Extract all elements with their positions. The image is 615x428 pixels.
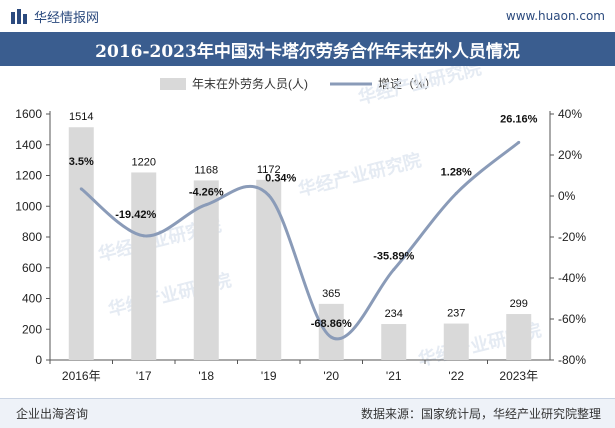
brand-logo-icon [11, 8, 27, 24]
footer-note: 企业出海咨询 [16, 407, 89, 421]
bar-value-label: 234 [385, 308, 403, 320]
watermark-text: 华经产业研究院 [356, 66, 484, 109]
growth-point [392, 268, 396, 272]
y-right-tick-label: -60% [558, 312, 586, 326]
combo-chart: 年末在外劳务人员(人) 增速（%）华经产业研究院华经产业研究院华经产业研究院华经产… [15, 66, 586, 383]
chart-title: 2016-2023年中国对卡塔尔劳务合作年末在外人员情况 [95, 41, 520, 62]
bar-value-label: 1220 [132, 156, 156, 168]
y-left-tick-label: 400 [22, 292, 42, 306]
brand[interactable]: 华经情报网 [10, 7, 99, 26]
growth-value-label: -4.26% [189, 187, 224, 199]
y-left-tick-label: 600 [22, 261, 42, 275]
site-url[interactable]: www.huaon.com [505, 9, 605, 23]
y-right-tick-label: -80% [558, 353, 586, 367]
growth-point [454, 191, 458, 195]
y-right-tick-label: -20% [558, 230, 586, 244]
x-tick-label: '20 [323, 369, 339, 383]
bar-value-label: 1172 [257, 164, 281, 176]
y-right-tick-label: -40% [558, 271, 586, 285]
growth-value-label: 1.28% [441, 166, 472, 178]
growth-value-label: 0.34% [265, 172, 296, 184]
bar [193, 180, 219, 360]
legend-line-label: 增速（%） [378, 77, 437, 91]
bar [68, 127, 94, 360]
x-tick-label: '22 [448, 369, 464, 383]
x-tick-label: '18 [198, 369, 214, 383]
bar-value-label: 365 [322, 288, 340, 300]
growth-point [267, 193, 271, 197]
growth-point [329, 335, 333, 339]
bar [381, 324, 407, 360]
x-tick-label: 2023年 [499, 369, 538, 383]
bar [506, 314, 532, 360]
y-left-tick-label: 1400 [15, 138, 42, 152]
growth-point [517, 140, 521, 144]
x-tick-label: '17 [136, 369, 152, 383]
bar [131, 172, 157, 360]
title-bar: 2016-2023年中国对卡塔尔劳务合作年末在外人员情况 [0, 32, 615, 66]
y-left-tick-label: 1000 [15, 199, 42, 213]
top-bar: 华经情报网 www.huaon.com [0, 0, 615, 32]
bar-value-label: 1168 [194, 164, 218, 176]
y-left-tick-label: 800 [22, 230, 42, 244]
watermark-text: 华经产业研究院 [296, 149, 424, 201]
bar [443, 323, 469, 360]
y-left-tick-label: 0 [35, 353, 42, 367]
growth-value-label: -68.86% [311, 318, 352, 330]
growth-point [142, 234, 146, 238]
y-right-tick-label: 0% [558, 189, 576, 203]
y-left-tick-label: 200 [22, 322, 42, 336]
legend-bar-label: 年末在外劳务人员(人) [192, 76, 308, 91]
growth-point [79, 187, 83, 191]
growth-value-label: 26.16% [500, 113, 538, 125]
y-right-tick-label: 40% [558, 107, 582, 121]
x-tick-label: '19 [261, 369, 277, 383]
x-tick-label: '21 [386, 369, 402, 383]
bar [318, 303, 344, 360]
y-left-tick-label: 1600 [15, 107, 42, 121]
bar-value-label: 237 [447, 308, 465, 320]
growth-value-label: 3.5% [69, 156, 94, 168]
y-left-tick-label: 1200 [15, 169, 42, 183]
y-right-tick-label: 20% [558, 148, 582, 162]
growth-value-label: -35.89% [373, 251, 414, 263]
legend-bar-swatch [160, 78, 186, 90]
bar-value-label: 1514 [69, 111, 93, 123]
brand-name: 华经情报网 [34, 11, 100, 26]
growth-line [80, 141, 520, 341]
footer: 企业出海咨询 数据来源：国家统计局，华经产业研究院整理 [0, 398, 615, 428]
bar-value-label: 299 [510, 298, 528, 310]
x-tick-label: 2016年 [62, 369, 101, 383]
data-source: 数据来源：国家统计局，华经产业研究院整理 [360, 407, 601, 421]
growth-value-label: -19.42% [115, 209, 156, 221]
growth-point [204, 203, 208, 207]
